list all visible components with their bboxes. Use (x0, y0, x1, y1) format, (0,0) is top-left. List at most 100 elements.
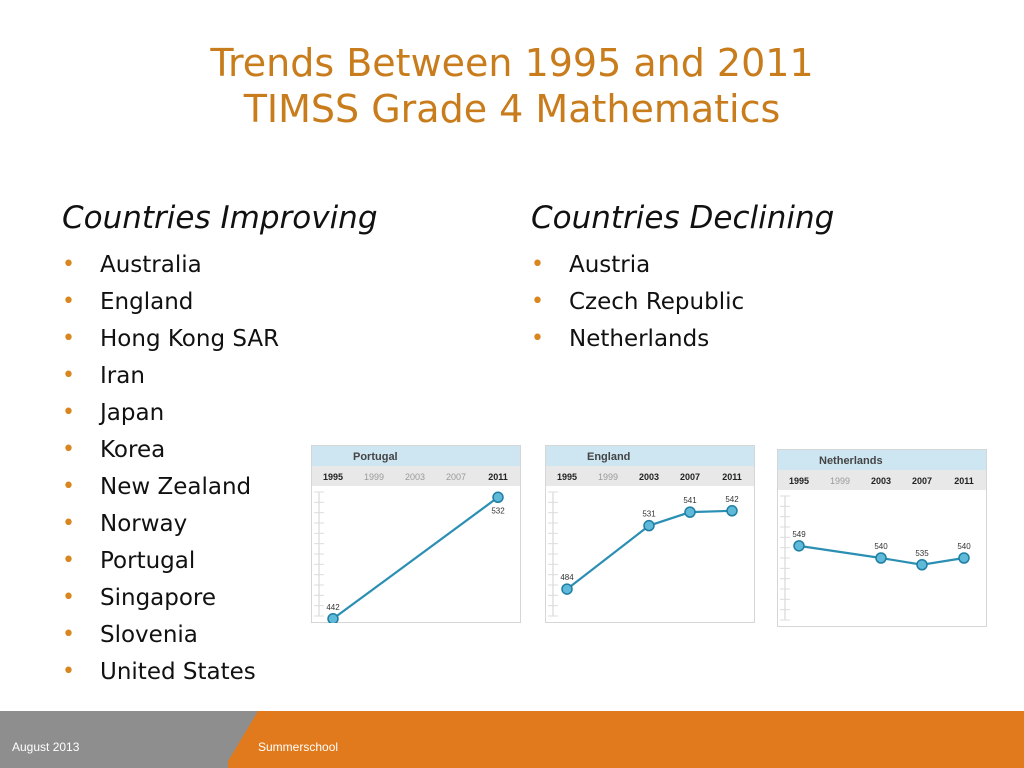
title-line-1: Trends Between 1995 and 2011 (210, 41, 814, 85)
mini-chart-svg: Portugal19951999200320072011450530442532 (311, 445, 521, 623)
bullet-icon: • (62, 326, 75, 351)
bullet-icon: • (62, 585, 75, 610)
year-tick-label: 1995 (557, 472, 577, 482)
improving-list-item: • England (62, 287, 279, 324)
declining-list-item: • Austria (531, 250, 744, 287)
data-point (643, 519, 655, 532)
list-item-label: Portugal (100, 548, 196, 574)
series-line (798, 544, 965, 566)
chart-title: Portugal (353, 451, 398, 463)
improving-list-item: • Norway (62, 509, 279, 546)
bullet-icon: • (62, 511, 75, 536)
netherlands-chart: Netherlands19951999200320072011500580549… (777, 449, 987, 627)
bullet-icon: • (62, 437, 75, 462)
data-label: 540 (957, 542, 971, 551)
bullet-icon: • (62, 474, 75, 499)
bullet-icon: • (62, 289, 75, 314)
england-chart: England199519992003200720114705504845315… (545, 445, 755, 623)
list-item-label: Australia (100, 252, 202, 278)
bullet-icon: • (62, 659, 75, 684)
declining-list-item: • Czech Republic (531, 287, 744, 324)
year-tick-label: 1999 (830, 476, 850, 486)
bullet-icon: • (62, 622, 75, 647)
improving-list-item: • New Zealand (62, 472, 279, 509)
bullet-icon: • (531, 289, 544, 314)
data-label: 549 (792, 530, 806, 539)
bullet-icon: • (531, 326, 544, 351)
declining-list-item: • Netherlands (531, 324, 744, 361)
chart-title-band (778, 450, 986, 470)
bullet-icon: • (62, 363, 75, 388)
chart-title-band (546, 446, 754, 466)
footer-divider (224, 711, 258, 768)
data-label: 442 (326, 603, 340, 612)
improving-list-item: • Korea (62, 435, 279, 472)
improving-list-item: • Slovenia (62, 620, 279, 657)
mini-chart-svg: England199519992003200720114705504845315… (545, 445, 755, 623)
data-point (684, 506, 696, 518)
chart-title: England (587, 451, 630, 463)
data-label: 541 (683, 496, 697, 505)
bullet-icon: • (62, 548, 75, 573)
declining-list: • Austria • Czech Republic • Netherlands (531, 250, 744, 361)
footer-date: August 2013 (12, 740, 80, 754)
year-tick-label: 1995 (323, 472, 343, 482)
data-label: 535 (915, 549, 929, 558)
year-tick-label: 2007 (680, 472, 700, 482)
series-line (332, 496, 499, 620)
year-tick-label: 2003 (639, 472, 659, 482)
title-line-2: TIMSS Grade 4 Mathematics (243, 87, 781, 131)
chart-title: Netherlands (819, 455, 883, 467)
data-label: 484 (560, 573, 574, 582)
footer-event: Summerschool (258, 740, 339, 754)
list-item-label: Slovenia (100, 622, 198, 648)
improving-list-item: • Japan (62, 398, 279, 435)
slide-title: Trends Between 1995 and 2011 TIMSS Grade… (0, 40, 1024, 132)
portugal-chart: Portugal19951999200320072011450530442532 (311, 445, 521, 623)
improving-list-item: • Singapore (62, 583, 279, 620)
series-line (566, 509, 733, 590)
year-band (546, 466, 754, 486)
data-label: 542 (725, 495, 739, 504)
year-tick-label: 1999 (364, 472, 384, 482)
list-item-label: Austria (569, 252, 651, 278)
improving-list-item: • United States (62, 657, 279, 694)
bullet-icon: • (62, 252, 75, 277)
year-tick-label: 1995 (789, 476, 809, 486)
data-point (793, 540, 805, 552)
footer-orange-band (228, 711, 1024, 768)
improving-list-item: • Hong Kong SAR (62, 324, 279, 361)
data-point (916, 559, 928, 571)
data-point (561, 583, 573, 595)
year-band (312, 466, 520, 486)
bullet-icon: • (531, 252, 544, 277)
data-point (492, 491, 504, 504)
data-label: 540 (874, 542, 888, 551)
year-tick-label: 2011 (488, 472, 508, 482)
mini-chart-svg: Netherlands19951999200320072011500580549… (777, 449, 987, 627)
list-item-label: Norway (100, 511, 188, 537)
list-item-label: Japan (100, 400, 165, 426)
declining-heading: Countries Declining (531, 200, 835, 236)
year-tick-label: 2011 (722, 472, 742, 482)
improving-heading: Countries Improving (62, 200, 378, 236)
list-item-label: Iran (100, 363, 145, 389)
year-tick-label: 2007 (912, 476, 932, 486)
data-point (726, 505, 738, 517)
year-tick-label: 2007 (446, 472, 466, 482)
year-tick-label: 2003 (871, 476, 891, 486)
bullet-icon: • (62, 400, 75, 425)
chart-title-band (312, 446, 520, 466)
data-label: 531 (642, 510, 656, 519)
year-tick-label: 2011 (954, 476, 974, 486)
footer-gray-band (0, 711, 228, 768)
list-item-label: United States (100, 659, 256, 685)
list-item-label: New Zealand (100, 474, 252, 500)
year-tick-label: 1999 (598, 472, 618, 482)
data-point (875, 552, 887, 564)
list-item-label: Korea (100, 437, 166, 463)
improving-list-item: • Iran (62, 361, 279, 398)
list-item-label: England (100, 289, 194, 315)
improving-list: • Australia • England • Hong Kong SAR • Iran • Ja… (62, 250, 279, 694)
improving-list-item: • Australia (62, 250, 279, 287)
